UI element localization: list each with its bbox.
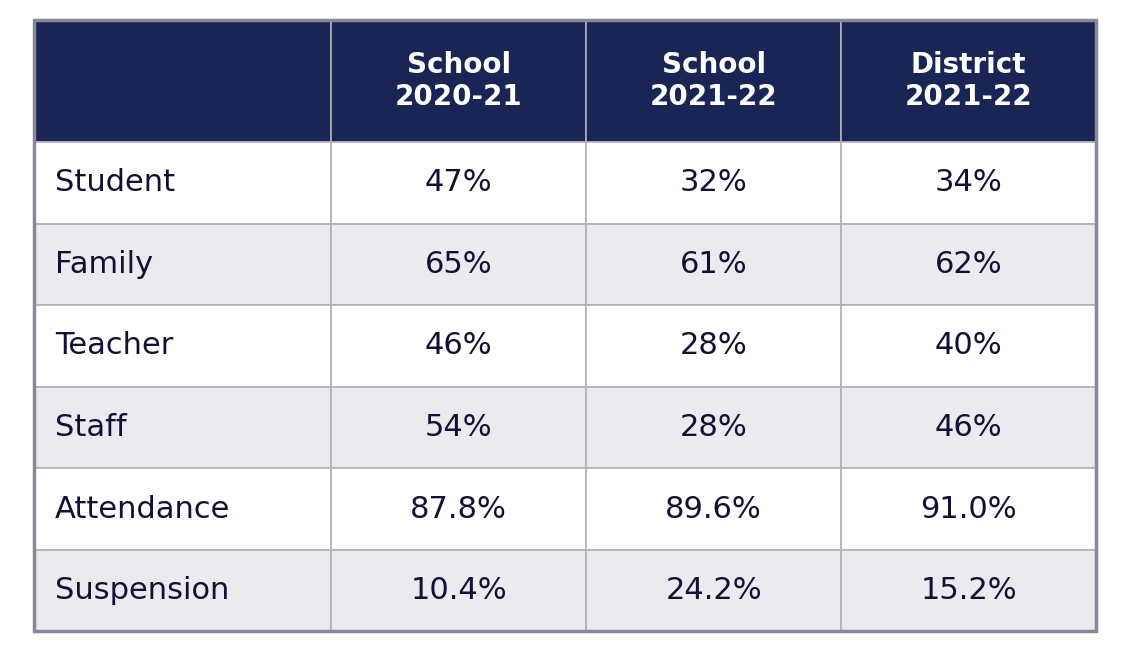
Text: 2021-22: 2021-22 <box>650 83 777 111</box>
Bar <box>841 20 1096 142</box>
Bar <box>586 20 841 142</box>
Bar <box>331 550 586 631</box>
Bar <box>841 142 1096 223</box>
Text: 2021-22: 2021-22 <box>905 83 1033 111</box>
Text: 28%: 28% <box>680 331 748 361</box>
Text: Attendance: Attendance <box>54 495 231 523</box>
Bar <box>34 223 331 305</box>
Bar <box>586 387 841 468</box>
Bar <box>331 142 586 223</box>
Text: 46%: 46% <box>935 413 1002 442</box>
Text: Suspension: Suspension <box>54 576 229 605</box>
Bar <box>841 387 1096 468</box>
Bar <box>34 550 331 631</box>
Text: 62%: 62% <box>935 250 1002 279</box>
Bar <box>586 468 841 550</box>
Text: 15.2%: 15.2% <box>920 576 1017 605</box>
Text: 40%: 40% <box>935 331 1002 361</box>
Text: 24.2%: 24.2% <box>666 576 762 605</box>
Text: 32%: 32% <box>680 168 748 197</box>
Text: 28%: 28% <box>680 413 748 442</box>
Bar <box>586 305 841 387</box>
Text: 47%: 47% <box>425 168 493 197</box>
Text: School: School <box>407 51 511 79</box>
Text: 54%: 54% <box>425 413 493 442</box>
Bar <box>331 468 586 550</box>
Bar <box>34 142 331 223</box>
Text: 65%: 65% <box>425 250 493 279</box>
Text: Family: Family <box>54 250 153 279</box>
Bar <box>331 223 586 305</box>
Text: 87.8%: 87.8% <box>410 495 507 523</box>
Bar <box>331 20 586 142</box>
Bar <box>34 387 331 468</box>
Bar <box>331 387 586 468</box>
Text: Staff: Staff <box>54 413 127 442</box>
Bar <box>586 223 841 305</box>
Bar <box>586 142 841 223</box>
Bar <box>841 468 1096 550</box>
Text: 2020-21: 2020-21 <box>396 83 522 111</box>
Text: 46%: 46% <box>425 331 493 361</box>
Text: School: School <box>662 51 766 79</box>
Text: 10.4%: 10.4% <box>410 576 507 605</box>
Text: Teacher: Teacher <box>54 331 173 361</box>
Bar <box>34 305 331 387</box>
Text: 89.6%: 89.6% <box>666 495 762 523</box>
Bar <box>841 223 1096 305</box>
Bar <box>586 550 841 631</box>
Text: Student: Student <box>54 168 175 197</box>
Bar <box>34 20 331 142</box>
Text: 91.0%: 91.0% <box>920 495 1017 523</box>
Bar <box>841 305 1096 387</box>
Text: 34%: 34% <box>935 168 1002 197</box>
Bar <box>331 305 586 387</box>
Text: District: District <box>911 51 1026 79</box>
Bar <box>841 550 1096 631</box>
Bar <box>34 468 331 550</box>
Text: 61%: 61% <box>680 250 748 279</box>
